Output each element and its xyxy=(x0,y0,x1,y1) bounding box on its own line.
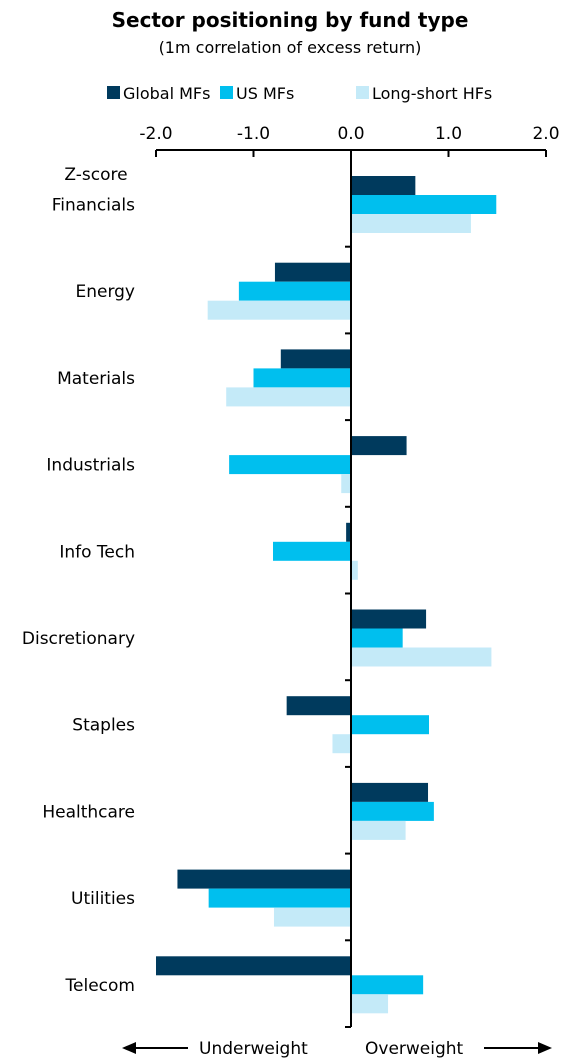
bar-staples-2 xyxy=(351,715,429,735)
bar-utilities-2 xyxy=(208,888,351,908)
bar-energy-3 xyxy=(207,300,351,320)
bar-healthcare-3 xyxy=(351,820,406,840)
bar-financials-2 xyxy=(351,195,497,214)
bar-discretionary-2 xyxy=(351,628,403,648)
bar-discretionary-1 xyxy=(351,609,427,629)
legend-label-3: Long-short HFs xyxy=(372,84,492,103)
category-label: Industrials xyxy=(46,456,135,476)
category-label: Materials xyxy=(57,369,135,389)
bar-telecom-1 xyxy=(156,956,351,976)
chart-title: Sector positioning by fund type xyxy=(112,8,469,32)
bars-area xyxy=(156,150,497,1028)
x-tick-label: 2.0 xyxy=(532,124,559,144)
bar-info-tech-1 xyxy=(346,522,351,542)
bar-materials-3 xyxy=(226,387,351,407)
legend: Global MFs US MFs Long-short HFs xyxy=(107,84,492,103)
x-axis-ticks: -2.0 -1.0 0.0 1.0 2.0 xyxy=(139,124,560,157)
underweight-label: Underweight xyxy=(199,1039,308,1059)
legend-swatch-3 xyxy=(356,86,369,99)
bar-materials-2 xyxy=(253,368,351,388)
legend-swatch-2 xyxy=(220,86,233,99)
bar-info-tech-3 xyxy=(351,560,358,580)
category-label: Financials xyxy=(52,196,135,216)
legend-label-2: US MFs xyxy=(236,84,294,103)
category-labels: Financials Energy Materials Industrials Info… xyxy=(22,196,135,996)
bar-energy-1 xyxy=(274,262,351,282)
bar-industrials-2 xyxy=(229,455,351,475)
legend-swatch-1 xyxy=(107,86,120,99)
bar-staples-3 xyxy=(332,734,351,754)
left-arrow-head-icon xyxy=(122,1042,136,1054)
legend-label-1: Global MFs xyxy=(123,84,210,103)
bar-healthcare-1 xyxy=(351,782,429,802)
x-axis-label: Z-score xyxy=(64,165,127,185)
category-label: Telecom xyxy=(65,976,135,996)
x-tick-label: -1.0 xyxy=(237,124,270,144)
category-label: Energy xyxy=(75,282,135,302)
bar-financials-1 xyxy=(351,176,416,195)
category-label: Staples xyxy=(72,716,135,736)
x-tick-label: 0.0 xyxy=(337,124,364,144)
bar-discretionary-3 xyxy=(351,647,492,667)
bar-materials-1 xyxy=(280,349,351,369)
bar-info-tech-2 xyxy=(273,541,351,561)
bar-energy-2 xyxy=(238,281,351,301)
x-tick-label: 1.0 xyxy=(435,124,462,144)
right-arrow-head-icon xyxy=(538,1042,552,1054)
overweight-label: Overweight xyxy=(365,1039,464,1059)
bar-telecom-2 xyxy=(351,975,424,995)
chart-subtitle: (1m correlation of excess return) xyxy=(159,38,422,57)
bar-financials-3 xyxy=(351,214,471,233)
bar-industrials-1 xyxy=(351,436,407,456)
x-tick-label: -2.0 xyxy=(139,124,172,144)
category-label: Healthcare xyxy=(42,802,135,822)
category-label: Info Tech xyxy=(59,542,135,562)
bar-industrials-3 xyxy=(341,474,351,494)
bar-healthcare-2 xyxy=(351,801,434,821)
bar-telecom-3 xyxy=(351,994,389,1014)
category-label: Discretionary xyxy=(22,629,135,649)
bar-staples-1 xyxy=(286,696,351,716)
bar-utilities-1 xyxy=(177,869,351,889)
category-label: Utilities xyxy=(71,889,135,909)
bar-utilities-3 xyxy=(273,907,351,927)
direction-indicator: Underweight Overweight xyxy=(122,1039,552,1059)
